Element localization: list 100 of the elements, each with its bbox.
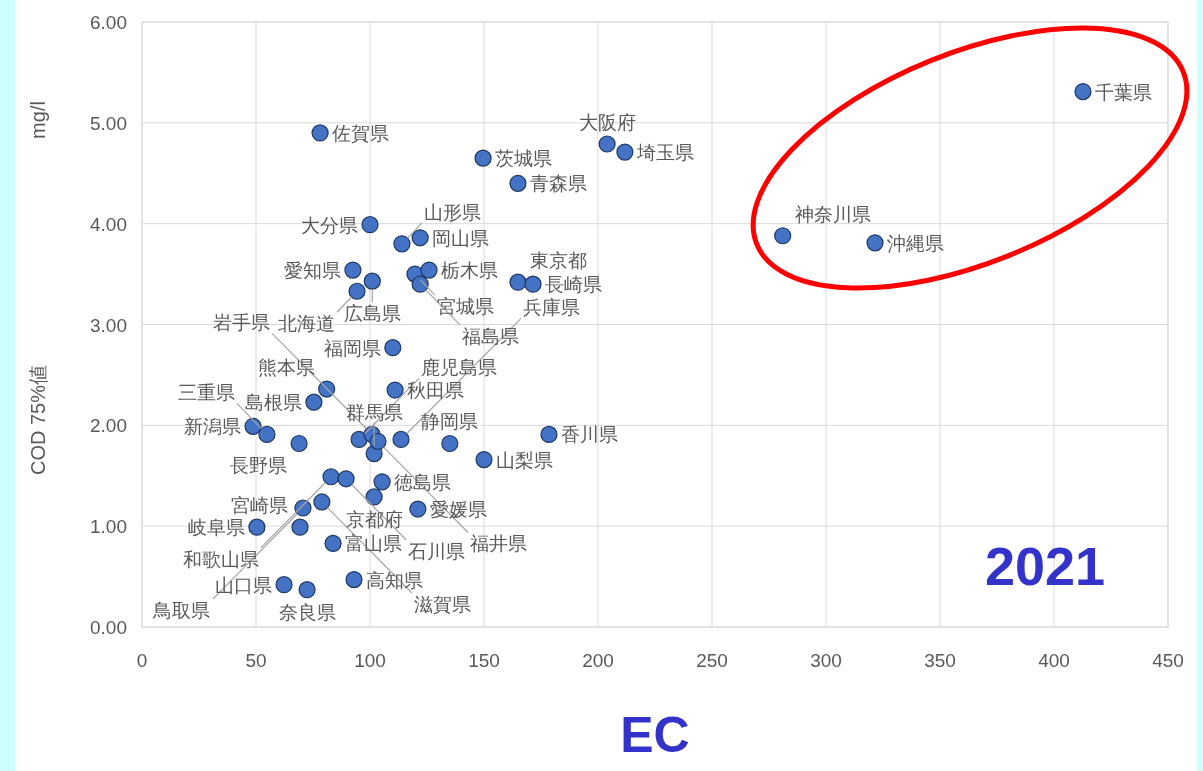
annotation: 福井県 [469, 533, 527, 555]
point [384, 339, 402, 357]
annotation: 新潟県 [184, 416, 242, 438]
x-tick-label: 450 [1152, 650, 1184, 671]
annotation: 鹿児島県 [421, 357, 498, 379]
point [345, 571, 363, 589]
annotation: 群馬県 [345, 401, 403, 423]
x-tick-label: 100 [354, 650, 386, 671]
annotation: 2021 [984, 536, 1106, 596]
annotation: 北海道 [278, 313, 335, 335]
annotation: 東京都 [529, 250, 587, 272]
point [344, 261, 362, 279]
annotation: 静岡県 [421, 411, 479, 433]
point [248, 518, 266, 536]
point [1074, 82, 1092, 101]
point [411, 229, 429, 247]
y-tick-label: 4.00 [90, 213, 127, 235]
point [774, 227, 792, 245]
point [322, 468, 340, 486]
annotation: 高知県 [366, 569, 424, 591]
point [866, 234, 884, 252]
annotation: 滋賀県 [413, 593, 471, 615]
point [318, 380, 336, 398]
point [244, 417, 262, 435]
point [475, 451, 493, 469]
annotation: 富山県 [345, 533, 403, 555]
x-tick-label: 400 [1038, 650, 1070, 671]
annotation: 神奈川県 [794, 203, 871, 225]
annotation: 広島県 [343, 303, 401, 325]
x-tick-label: 250 [696, 650, 728, 671]
annotation: 愛知県 [283, 260, 341, 282]
point [291, 518, 309, 536]
point [298, 581, 316, 599]
x-tick-label: 0 [136, 650, 148, 671]
annotation: 山形県 [423, 201, 481, 223]
point [311, 124, 329, 142]
annotation: 大分県 [301, 214, 358, 236]
annotation: 岡山県 [432, 227, 490, 249]
annotation: 福島県 [462, 326, 520, 348]
point [275, 576, 293, 594]
x-tick-label: 350 [924, 650, 956, 671]
x-axis-title: EC [620, 707, 690, 763]
y-tick-label: 3.00 [90, 314, 127, 336]
point [386, 381, 404, 399]
annotation: 島根県 [244, 392, 302, 414]
annotation: 栃木県 [441, 260, 499, 282]
x-tick-label: 150 [468, 650, 500, 671]
annotation: 石川県 [408, 540, 466, 562]
y-tick-label: 0.00 [90, 617, 127, 638]
y-tick-label: 5.00 [90, 112, 127, 134]
y-axis-title: COD 75%値 [27, 364, 49, 476]
annotation: 秋田県 [407, 380, 465, 402]
point [509, 273, 527, 291]
point [392, 430, 410, 449]
annotation: 徳島県 [394, 471, 452, 493]
point [337, 470, 355, 488]
annotation: 長崎県 [545, 274, 603, 296]
point [313, 493, 331, 511]
annotation: 和歌山県 [183, 548, 260, 570]
annotation: 大阪府 [578, 112, 636, 134]
y-tick-label: 6.00 [90, 12, 127, 33]
annotation: 埼玉県 [636, 142, 695, 164]
point [411, 275, 429, 293]
annotation: 山口県 [215, 574, 273, 596]
annotation: 岐阜県 [187, 517, 245, 539]
x-tick-label: 300 [810, 650, 842, 671]
annotation: 宮城県 [436, 296, 494, 318]
point [365, 488, 383, 506]
annotation: 熊本県 [257, 357, 315, 379]
annotation: 茨城県 [495, 148, 553, 170]
x-tick-label: 50 [245, 650, 267, 671]
annotation: 佐賀県 [332, 122, 390, 144]
point [524, 275, 542, 293]
annotation: 千葉県 [1094, 81, 1152, 103]
annotation: 三重県 [177, 382, 235, 404]
point [509, 174, 527, 192]
annotation: 長野県 [230, 455, 288, 477]
point [363, 272, 381, 290]
y-tick-label: 1.00 [90, 516, 127, 538]
point [420, 261, 438, 279]
text: mg/l [27, 101, 49, 139]
point [409, 500, 427, 518]
point [441, 434, 459, 453]
annotation: 福岡県 [323, 337, 381, 359]
annotation: 沖縄県 [887, 232, 945, 254]
point [348, 282, 366, 300]
point [305, 393, 323, 411]
point [540, 425, 558, 444]
annotation: 青森県 [529, 173, 587, 195]
annotation: 香川県 [560, 424, 618, 446]
point [598, 135, 616, 153]
annotation: 鳥取県 [152, 600, 211, 622]
point [350, 430, 368, 449]
point [324, 534, 342, 552]
point [290, 434, 308, 453]
point [393, 235, 411, 253]
point [258, 425, 276, 444]
point [361, 216, 379, 234]
point [616, 143, 634, 161]
annotation: 岩手県 [213, 312, 271, 334]
